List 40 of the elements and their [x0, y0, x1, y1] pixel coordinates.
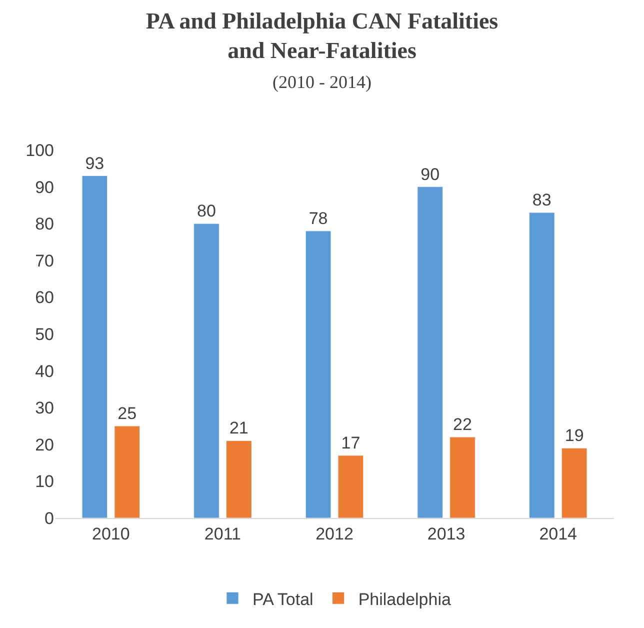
- bar: [114, 426, 140, 518]
- data-label: 80: [197, 202, 216, 221]
- x-tick-label: 2013: [427, 524, 466, 544]
- legend-label: Philadelphia: [358, 590, 452, 609]
- y-tick-label: 90: [35, 178, 54, 197]
- legend-label: PA Total: [252, 590, 314, 609]
- x-tick-label: 2010: [92, 524, 130, 544]
- y-tick-label: 50: [35, 324, 54, 344]
- data-label: 93: [85, 154, 104, 173]
- data-label: 90: [420, 164, 440, 184]
- bar: [338, 455, 364, 518]
- data-label: 25: [118, 404, 137, 423]
- data-label: 78: [308, 208, 328, 228]
- data-label: 21: [229, 418, 248, 438]
- data-label: 17: [341, 433, 360, 452]
- chart-title: PA and Philadelphia CAN Fatalities and Near-Fatalities: [146, 8, 498, 64]
- bar: [417, 186, 443, 518]
- x-tick-label: 2012: [316, 524, 354, 544]
- bar: [561, 448, 588, 518]
- data-label: 19: [564, 426, 584, 446]
- y-tick-label: 40: [35, 362, 54, 381]
- y-tick-label: 20: [35, 435, 54, 454]
- bar: [450, 436, 476, 518]
- data-label: 22: [453, 415, 472, 434]
- y-tick-label: 0: [44, 508, 54, 528]
- bar: [226, 440, 252, 518]
- x-tick-label: 2011: [204, 524, 241, 544]
- y-tick-label: 80: [35, 214, 54, 234]
- bar: [194, 223, 220, 518]
- y-tick-label: 30: [35, 398, 54, 418]
- y-tick-label: 70: [35, 251, 54, 270]
- chart-subtitle: (2010 - 2014): [272, 72, 372, 92]
- bar: [82, 176, 108, 518]
- y-tick-label: 10: [35, 472, 54, 492]
- y-tick-label: 60: [35, 288, 54, 308]
- y-tick-label: 100: [26, 140, 54, 160]
- bar: [528, 212, 555, 518]
- data-label: 83: [532, 190, 552, 210]
- x-tick-label: 2014: [539, 524, 578, 544]
- bar: [305, 230, 332, 518]
